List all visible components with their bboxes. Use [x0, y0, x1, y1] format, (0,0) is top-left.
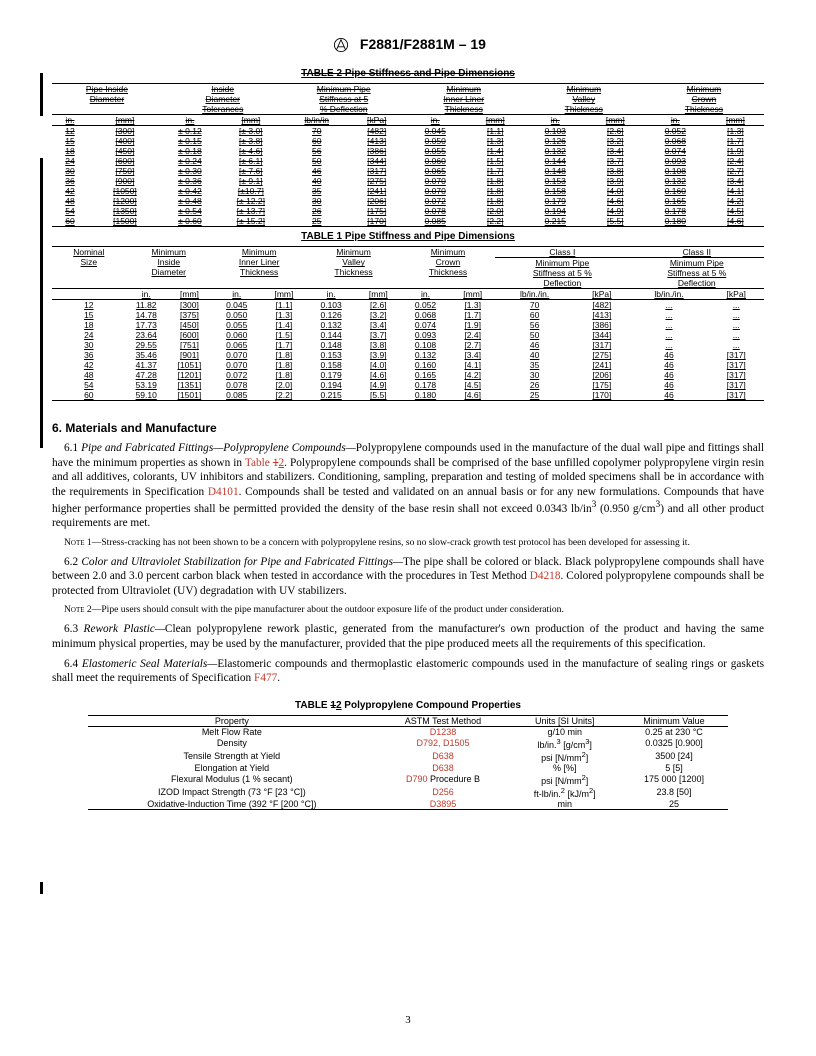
para-6-4: 6.4 Elastomeric Seal Materials—Elastomer… [52, 657, 764, 686]
table-link[interactable]: Table 12 [245, 457, 284, 469]
note-1: Note 1—Stress-cracking has not been show… [52, 537, 764, 549]
para-6-3: 6.3 Rework Plastic—Clean polypropylene r… [52, 622, 764, 651]
doc-header: F2881/F2881M – 19 [52, 36, 764, 54]
astm-logo [330, 36, 352, 54]
page-number: 3 [0, 1014, 816, 1026]
spec-link-f477[interactable]: F477 [254, 672, 277, 684]
table3-title: TABLE 12 Polypropylene Compound Properti… [52, 700, 764, 711]
spec-link-d4218[interactable]: D4218 [530, 570, 561, 582]
table1: Nominal Size Minimum Inside Diameter Min… [52, 246, 764, 401]
section-6-heading: 6. Materials and Manufacture [52, 421, 764, 435]
note-2: Note 2—Pipe users should consult with th… [52, 604, 764, 616]
table3: Property ASTM Test Method Units [SI Unit… [88, 715, 729, 810]
para-6-2: 6.2 Color and Ultraviolet Stabilization … [52, 555, 764, 598]
table2-title: TABLE 2 Pipe Stiffness and Pipe Dimensio… [52, 68, 764, 79]
table1-title: TABLE 1 Pipe Stiffness and Pipe Dimensio… [52, 231, 764, 242]
table2: Pipe Inside Diameter Inside Diameter Tol… [52, 83, 764, 227]
para-6-1: 6.1 Pipe and Fabricated Fittings—Polypro… [52, 441, 764, 530]
doc-id: F2881/F2881M – 19 [360, 36, 486, 52]
spec-link-d4101[interactable]: D4101 [208, 486, 239, 498]
